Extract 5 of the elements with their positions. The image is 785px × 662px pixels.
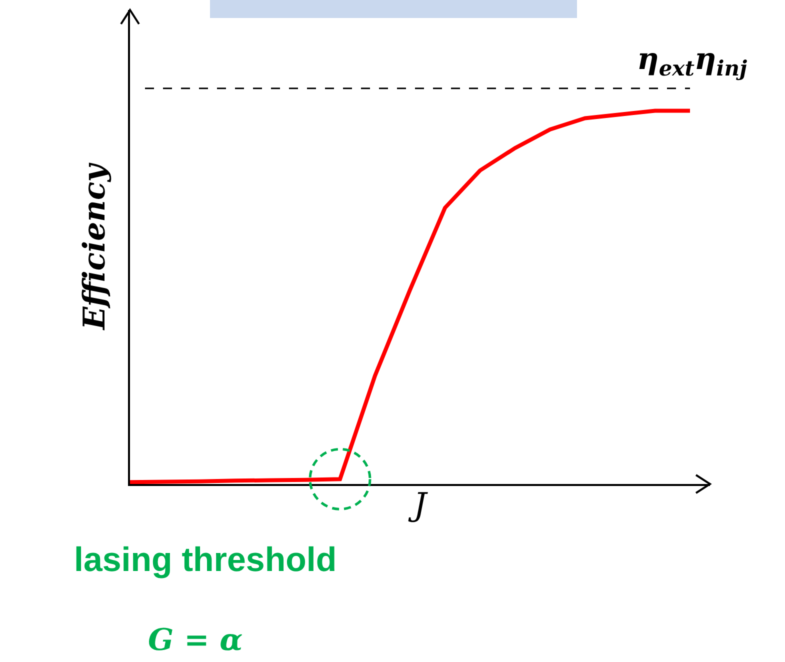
y-axis-title: Efficiency [78,162,112,331]
x-axis-title: J [408,485,429,524]
text: G = α [148,623,243,658]
ref-line-label: η$_{ext}$η$_{inj}$ [637,42,748,80]
text: lasing threshold [74,541,337,579]
